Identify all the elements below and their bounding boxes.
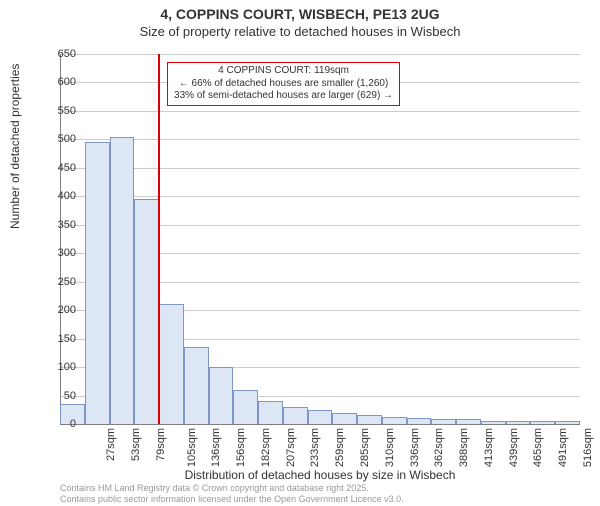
grid-line xyxy=(60,111,580,112)
histogram-bar xyxy=(283,407,308,424)
plot-region: 4 COPPINS COURT: 119sqm← 66% of detached… xyxy=(60,54,580,424)
x-tick-label: 207sqm xyxy=(285,428,297,467)
annotation-box: 4 COPPINS COURT: 119sqm← 66% of detached… xyxy=(167,62,400,106)
x-tick-label: 465sqm xyxy=(532,428,544,467)
histogram-bar xyxy=(506,421,531,424)
grid-line xyxy=(60,168,580,169)
x-tick-label: 105sqm xyxy=(186,428,198,467)
y-tick-label: 300 xyxy=(58,247,76,259)
grid-line xyxy=(60,54,580,55)
y-tick-label: 500 xyxy=(58,133,76,145)
x-tick-label: 182sqm xyxy=(260,428,272,467)
page-title: 4, COPPINS COURT, WISBECH, PE13 2UG xyxy=(0,6,600,22)
x-tick-label: 259sqm xyxy=(334,428,346,467)
y-axis-label: Number of detached properties xyxy=(8,64,22,229)
histogram-bar xyxy=(530,421,555,424)
histogram-bar xyxy=(233,390,258,424)
y-tick-label: 50 xyxy=(64,390,76,402)
y-tick-label: 650 xyxy=(58,48,76,60)
histogram-bar xyxy=(407,418,432,424)
y-tick-label: 200 xyxy=(58,304,76,316)
footnote: Contains HM Land Registry data © Crown c… xyxy=(60,483,404,504)
x-axis xyxy=(60,424,580,425)
y-tick-label: 0 xyxy=(70,418,76,430)
property-marker-line xyxy=(158,54,160,424)
x-tick-label: 516sqm xyxy=(582,428,594,467)
histogram-bar xyxy=(431,419,456,424)
chart-area: 4 COPPINS COURT: 119sqm← 66% of detached… xyxy=(60,54,580,424)
y-tick-label: 450 xyxy=(58,162,76,174)
x-tick-label: 310sqm xyxy=(384,428,396,467)
grid-line xyxy=(60,139,580,140)
histogram-bar xyxy=(110,137,135,424)
x-tick-label: 53sqm xyxy=(130,428,142,461)
x-tick-label: 136sqm xyxy=(211,428,223,467)
y-tick-label: 100 xyxy=(58,361,76,373)
histogram-bar xyxy=(382,417,407,424)
histogram-bar xyxy=(481,421,506,424)
annotation-line3: 33% of semi-detached houses are larger (… xyxy=(174,90,393,103)
y-tick-label: 600 xyxy=(58,76,76,88)
x-tick-label: 27sqm xyxy=(105,428,117,461)
histogram-bar xyxy=(258,401,283,424)
x-tick-label: 285sqm xyxy=(359,428,371,467)
x-tick-label: 79sqm xyxy=(155,428,167,461)
page-subtitle: Size of property relative to detached ho… xyxy=(0,24,600,39)
annotation-line1: 4 COPPINS COURT: 119sqm xyxy=(174,65,393,78)
histogram-bar xyxy=(332,413,357,424)
grid-line xyxy=(60,196,580,197)
histogram-bar xyxy=(357,415,382,424)
x-tick-label: 362sqm xyxy=(433,428,445,467)
annotation-line2: ← 66% of detached houses are smaller (1,… xyxy=(174,78,393,91)
y-tick-label: 400 xyxy=(58,190,76,202)
y-tick-label: 150 xyxy=(58,333,76,345)
x-tick-label: 388sqm xyxy=(458,428,470,467)
y-tick-label: 550 xyxy=(58,105,76,117)
footnote-line2: Contains public sector information licen… xyxy=(60,494,404,504)
x-tick-label: 156sqm xyxy=(235,428,247,467)
y-tick-label: 250 xyxy=(58,276,76,288)
x-tick-label: 336sqm xyxy=(409,428,421,467)
histogram-bar xyxy=(308,410,333,424)
x-tick-label: 233sqm xyxy=(310,428,322,467)
footnote-line1: Contains HM Land Registry data © Crown c… xyxy=(60,483,369,493)
x-tick-label: 413sqm xyxy=(483,428,495,467)
histogram-bar xyxy=(555,421,580,424)
histogram-bar xyxy=(134,199,159,424)
x-axis-label: Distribution of detached houses by size … xyxy=(60,468,580,482)
histogram-bar xyxy=(209,367,234,424)
histogram-bar xyxy=(456,419,481,424)
y-tick-label: 350 xyxy=(58,219,76,231)
histogram-bar xyxy=(85,142,110,424)
histogram-bar xyxy=(159,304,184,424)
histogram-bar xyxy=(184,347,209,424)
x-tick-label: 439sqm xyxy=(508,428,520,467)
x-tick-label: 491sqm xyxy=(557,428,569,467)
